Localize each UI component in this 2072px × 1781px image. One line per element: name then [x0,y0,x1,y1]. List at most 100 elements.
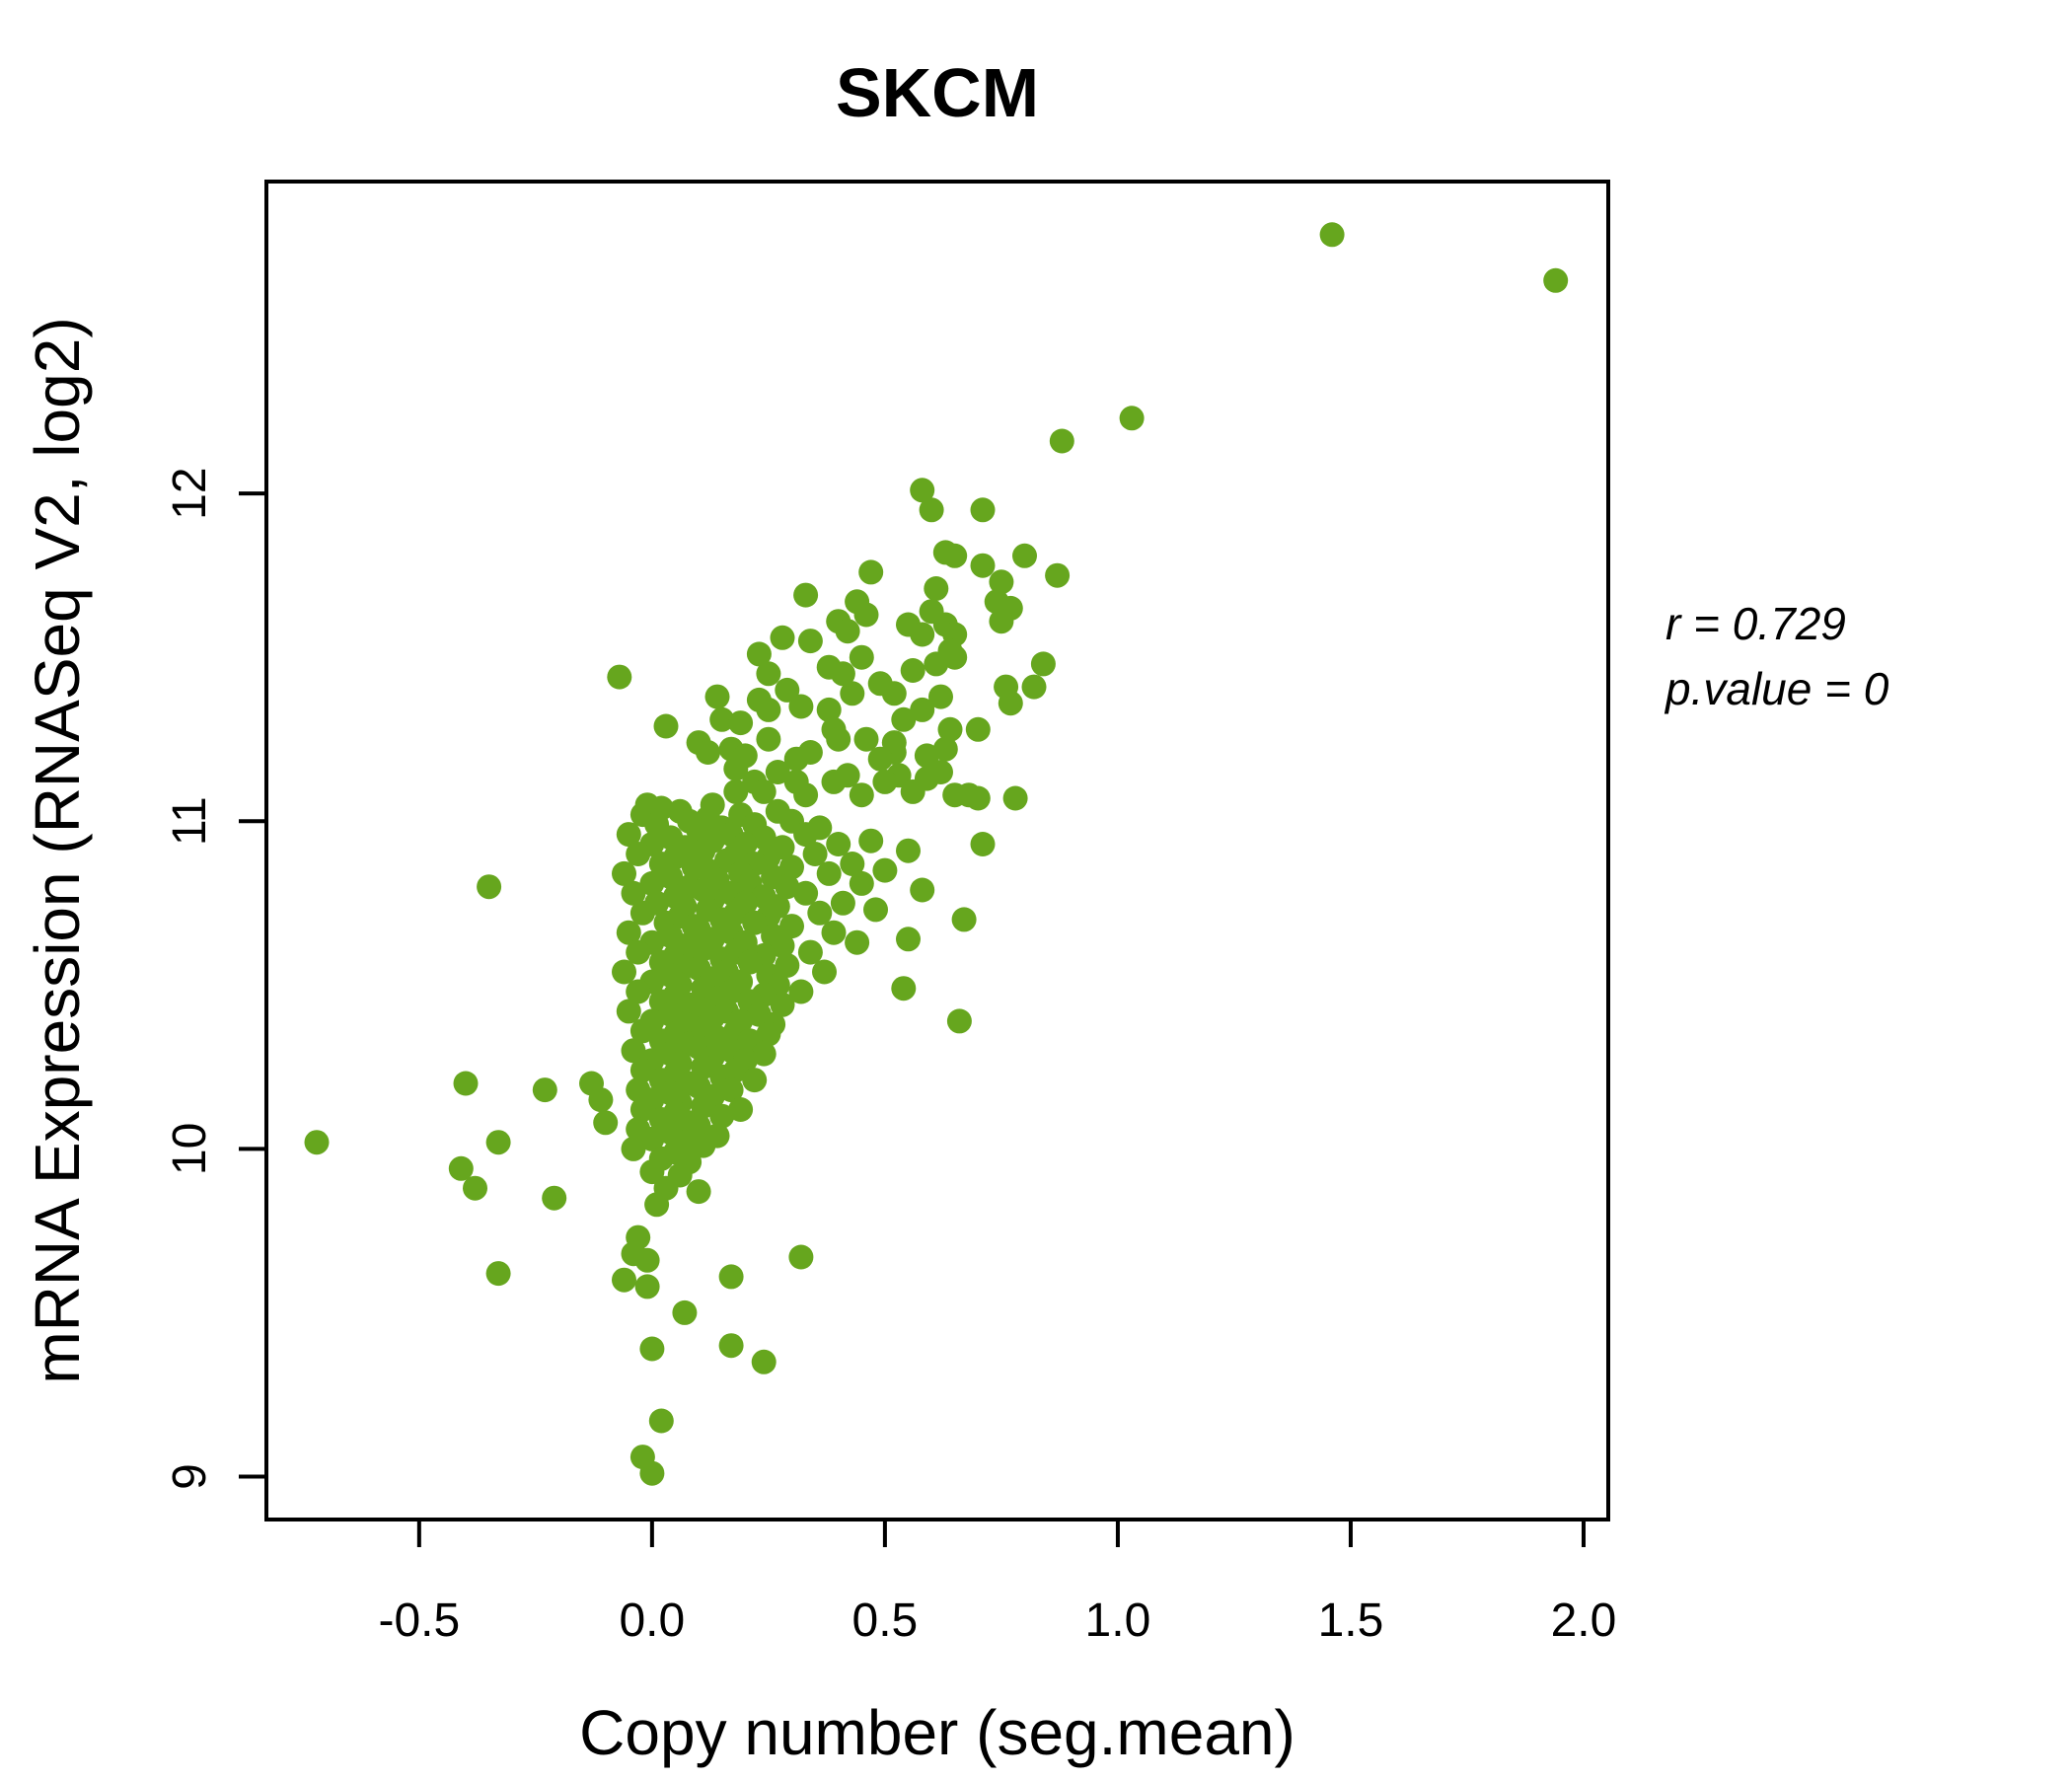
data-point [849,644,874,670]
data-point [629,1097,655,1122]
data-point [616,822,641,848]
data-point [629,1018,655,1044]
data-point [797,939,823,965]
data-point [896,927,921,952]
data-point [816,860,842,886]
data-point [751,825,777,851]
data-point [942,543,968,568]
data-point [448,1155,474,1181]
data-point [965,785,991,811]
correlation-annotation: r = 0.729 [1665,598,1846,649]
data-point [612,959,636,985]
data-point [629,1058,655,1083]
data-point [910,877,935,903]
data-point [891,976,917,1002]
data-point [775,677,800,703]
data-point [821,769,847,794]
data-point [919,497,944,523]
x-tick-label: 1.5 [1318,1595,1384,1647]
y-axis-ticks: 9 10 11 12 [164,467,266,1490]
plot-box [264,180,1610,1521]
data-point [639,1336,665,1362]
data-point [639,870,665,896]
data-point [616,920,641,945]
data-point [1319,222,1345,248]
data-point [858,828,884,853]
data-point [626,979,651,1004]
data-point [779,854,804,880]
data-point [704,684,730,709]
data-point [709,1103,735,1129]
data-point [816,697,842,722]
data-point [477,874,502,900]
data-point [672,1299,698,1325]
data-point [867,746,893,772]
data-point [1119,406,1145,431]
x-tick-label: -0.5 [378,1595,460,1647]
data-point [639,1159,665,1185]
data-point [807,900,833,926]
data-point [910,697,935,722]
chart-title: SKCM [836,54,1039,131]
y-tick-label: 10 [164,1123,216,1175]
data-point [775,874,800,900]
data-point [826,832,851,856]
data-point [742,1068,768,1093]
data-point [821,920,847,945]
x-axis-ticks: -0.5 0.0 0.5 1.0 1.5 2.0 [378,1520,1616,1647]
x-tick-label: 1.0 [1085,1595,1151,1647]
data-point [881,681,907,706]
data-point [453,1071,479,1096]
data-point [658,864,684,890]
data-point [793,782,819,808]
data-point [737,949,763,975]
data-point [924,576,949,601]
data-point [937,716,963,742]
data-point [970,832,996,856]
data-point [1002,785,1028,811]
data-point [756,726,781,752]
data-point [826,726,851,752]
data-point [770,992,795,1017]
data-point [634,1274,660,1299]
data-point [621,880,646,906]
data-point [463,1175,487,1201]
data-point [621,1136,646,1161]
data-point [723,779,749,804]
data-point [853,726,879,752]
data-point [751,1349,777,1374]
data-point [485,1261,511,1287]
data-point [639,1126,665,1151]
x-axis-title: Copy number (seg.mean) [579,1697,1295,1768]
data-point [742,910,768,935]
data-point [621,1038,646,1064]
x-tick-label: 0.0 [619,1595,685,1647]
data-point [788,694,814,719]
data-point [989,609,1014,634]
data-point [793,582,819,608]
data-point [1049,428,1074,454]
data-point [965,716,991,742]
data-point [845,929,870,955]
data-point [765,760,790,784]
data-point [718,1077,744,1103]
data-point [928,684,953,709]
data-point [793,822,819,848]
data-point [532,1077,557,1103]
data-point [634,1247,660,1273]
data-point [691,1093,716,1119]
data-point [607,664,632,690]
data-point [756,1021,781,1047]
data-point [853,602,879,628]
x-tick-label: 2.0 [1551,1595,1617,1647]
data-point [756,661,781,687]
data-point [872,769,898,794]
data-point [891,706,917,732]
data-point [718,1333,744,1359]
data-point [937,638,963,664]
data-point [626,842,651,866]
data-point [840,681,865,706]
x-tick-label: 0.5 [852,1595,919,1647]
y-axis-title: mRNA Expression (RNASeq V2, log2) [22,317,93,1383]
data-point [691,936,716,962]
